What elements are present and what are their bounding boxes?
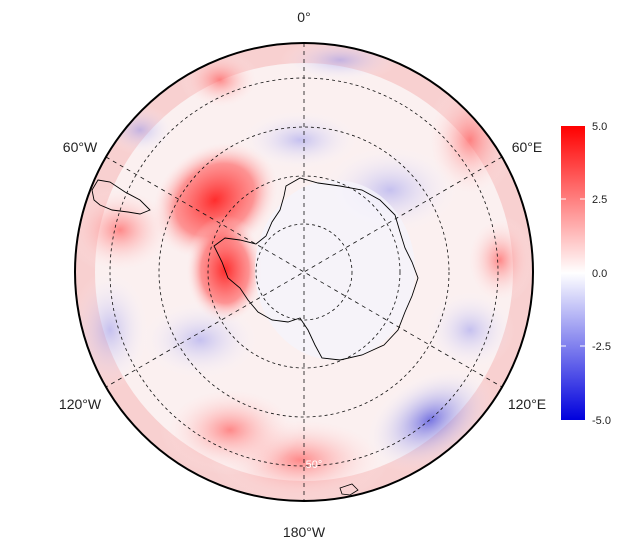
lon-label-lower-right: 120°E	[508, 396, 546, 412]
colorbar-tick-0: 0.0	[592, 268, 607, 280]
lon-label-upper-right: 60°E	[512, 139, 543, 155]
colorbar: 5.0 2.5 0.0 -2.5 -5.0	[561, 121, 611, 427]
lat-label: 50°	[306, 459, 323, 471]
south-america-coastline	[91, 179, 151, 215]
colorbar-tick-5: 5.0	[592, 121, 607, 133]
antarctica-coastline	[213, 177, 419, 361]
map-boundary	[74, 42, 534, 502]
colorbar-tick-2-5: 2.5	[592, 194, 607, 206]
lon-label-top: 0°	[297, 9, 310, 25]
anomaly-field	[75, 43, 533, 501]
lon-label-bottom: 180°W	[283, 524, 326, 540]
lon-label-upper-left: 60°W	[63, 139, 98, 155]
island-coastline	[339, 483, 359, 496]
colorbar-tick-neg-2-5: -2.5	[592, 341, 611, 353]
lon-label-lower-left: 120°W	[59, 396, 102, 412]
colorbar-tick-neg-5: -5.0	[592, 415, 611, 427]
